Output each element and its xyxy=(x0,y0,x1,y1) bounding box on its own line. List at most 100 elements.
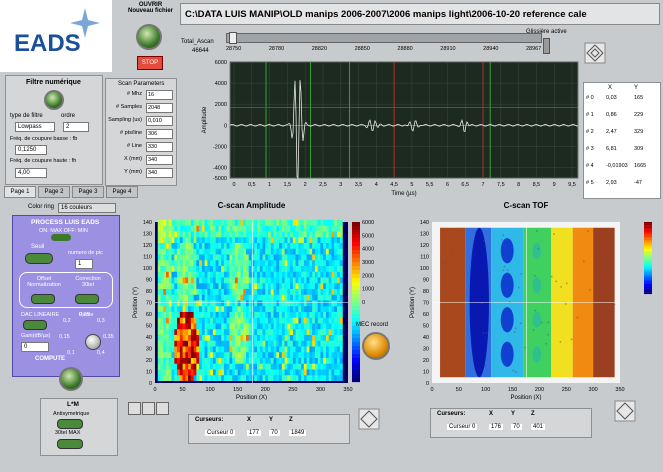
heatmap-cell xyxy=(287,225,290,231)
heatmap-cell xyxy=(340,358,343,364)
color-ring[interactable]: 16 couleurs xyxy=(58,203,116,213)
heatmap-cell xyxy=(243,375,246,381)
heatmap-cell xyxy=(240,358,243,364)
heatmap-cell xyxy=(257,358,260,364)
heatmap-cell xyxy=(243,289,246,295)
process-panel: PROCESS LUIS EADS ON: MAX OFF: MIN Seuil… xyxy=(12,215,120,377)
heatmap-cell xyxy=(282,237,285,243)
heatmap-cell xyxy=(210,260,213,266)
heatmap-cell xyxy=(274,352,277,358)
heatmap-cell xyxy=(185,243,188,249)
filter-type[interactable]: Lowpass xyxy=(15,122,55,132)
offset-switch[interactable] xyxy=(31,294,55,304)
heatmap-cell xyxy=(227,271,230,277)
heatmap-cell xyxy=(274,289,277,295)
heatmap-cell xyxy=(309,300,312,306)
heatmap-cell xyxy=(238,248,241,254)
heatmap-cell xyxy=(161,317,164,323)
heatmap-cell xyxy=(276,352,279,358)
antisym-switch[interactable] xyxy=(57,419,83,429)
diamond-icon-2[interactable] xyxy=(358,408,380,430)
peak-value[interactable]: 1 xyxy=(75,259,93,269)
dac-switch[interactable] xyxy=(23,320,47,330)
heatmap-cell xyxy=(246,323,249,329)
heatmap-cell xyxy=(274,363,277,369)
heatmap-cell xyxy=(334,306,337,312)
heatmap-cell xyxy=(268,340,271,346)
heatmap-cell xyxy=(216,346,219,352)
gain-value[interactable]: 0 xyxy=(21,342,49,352)
compute-button[interactable] xyxy=(59,367,83,391)
tab[interactable]: Page 3 xyxy=(72,186,104,198)
heatmap-cell xyxy=(282,323,285,329)
tab[interactable]: Page 1 xyxy=(4,186,36,198)
heatmap-cell xyxy=(202,231,205,237)
threshold-switch[interactable] xyxy=(25,253,53,264)
heatmap-cell xyxy=(243,231,246,237)
heatmap-cell xyxy=(257,243,260,249)
diamond-icon-3[interactable] xyxy=(614,400,636,422)
tab[interactable]: Page 2 xyxy=(38,186,70,198)
heatmap-cell xyxy=(177,248,180,254)
x-tick-label: 350 xyxy=(343,387,352,393)
heatmap-cell xyxy=(312,369,315,375)
heatmap-cell xyxy=(199,289,202,295)
open-button[interactable] xyxy=(136,24,162,50)
high-cut-value[interactable]: 4,00 xyxy=(15,168,47,178)
heatmap-cell xyxy=(334,260,337,266)
heatmap-cell xyxy=(293,335,296,341)
heatmap-cell xyxy=(218,254,221,260)
heatmap-cell xyxy=(279,294,282,300)
heatmap-cell xyxy=(307,225,310,231)
heatmap-cell xyxy=(279,231,282,237)
stop-button[interactable]: STOP xyxy=(137,56,163,70)
graph-tools[interactable] xyxy=(128,402,170,416)
mode-switch[interactable] xyxy=(51,234,71,241)
heatmap-cell xyxy=(285,375,288,381)
heatmap-cell xyxy=(260,335,263,341)
tof-noise xyxy=(566,283,568,285)
heatmap-cell xyxy=(227,300,230,306)
heatmap-cell xyxy=(254,248,257,254)
tof-noise xyxy=(447,358,449,360)
colorbar-segment xyxy=(644,283,652,285)
slider-thumb[interactable] xyxy=(229,32,237,44)
heatmap-cell xyxy=(265,312,268,318)
filter-order[interactable]: 2 xyxy=(63,122,89,132)
slider-track[interactable] xyxy=(226,33,542,43)
heatmap-cell xyxy=(274,283,277,289)
heatmap-cell xyxy=(265,306,268,312)
heatmap-cell xyxy=(298,300,301,306)
colorbar-tick: 2000 xyxy=(362,273,374,279)
threshold-label: Seuil xyxy=(31,244,44,250)
heatmap-cell xyxy=(274,260,277,266)
slope-knob[interactable] xyxy=(85,334,101,350)
heatmap-cell xyxy=(293,346,296,352)
heatmap-cell xyxy=(216,323,219,329)
heatmap-cell xyxy=(158,220,161,226)
tab[interactable]: Page 4 xyxy=(106,186,138,198)
heatmap-cell xyxy=(166,369,169,375)
heatmap-cell xyxy=(238,346,241,352)
heatmap-cell xyxy=(174,363,177,369)
max-switch[interactable] xyxy=(57,439,83,449)
heatmap-cell xyxy=(194,300,197,306)
heatmap-cell xyxy=(163,271,166,277)
heatmap-cell xyxy=(172,340,175,346)
heatmap-cell xyxy=(174,277,177,283)
heatmap-cell xyxy=(265,231,268,237)
diamond-icon[interactable] xyxy=(584,42,606,64)
correction-switch[interactable] xyxy=(75,294,99,304)
tof-noise xyxy=(483,240,485,242)
heatmap-cell xyxy=(224,335,227,341)
heatmap-cell xyxy=(315,289,318,295)
low-cut-value[interactable]: 0,1250 xyxy=(15,145,47,155)
heatmap-cell xyxy=(320,254,323,260)
heatmap-cell xyxy=(329,260,332,266)
heatmap-cell xyxy=(323,220,326,226)
heatmap-cell xyxy=(318,271,321,277)
filter-button[interactable] xyxy=(44,90,64,110)
heatmap-cell xyxy=(331,237,334,243)
heatmap-cell xyxy=(329,346,332,352)
mec-record-button[interactable] xyxy=(362,332,390,360)
